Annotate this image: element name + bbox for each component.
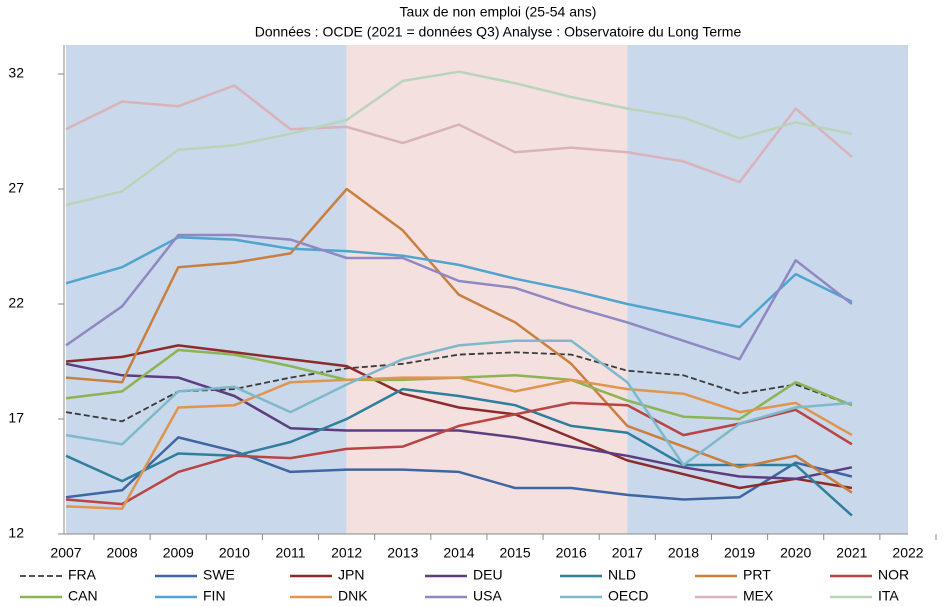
legend-label: PRT	[743, 567, 771, 583]
series-line	[65, 387, 853, 517]
x-tick-label: 2010	[219, 545, 250, 561]
series-line	[65, 376, 853, 510]
legend-label: OECD	[608, 588, 648, 604]
legend-label: MEX	[743, 588, 774, 604]
y-tick-label: 27	[8, 180, 24, 196]
legend-label: JPN	[338, 567, 364, 583]
legend-label: DNK	[338, 588, 368, 604]
x-tick-label: 2014	[443, 545, 474, 561]
legend-label: ITA	[878, 588, 899, 604]
x-tick-label: 2008	[107, 545, 138, 561]
series-line	[65, 344, 853, 490]
legend-label: NLD	[608, 567, 636, 583]
series-line	[65, 70, 853, 207]
y-tick-label: 12	[8, 525, 24, 541]
y-tick-label: 32	[8, 65, 24, 81]
chart-subtitle: Données : OCDE (2021 = données Q3) Analy…	[255, 24, 742, 40]
series-line	[65, 233, 853, 361]
x-tick-label: 2007	[50, 545, 81, 561]
shaded-period	[346, 45, 628, 534]
series-line	[65, 187, 853, 494]
legend-label: FIN	[203, 588, 226, 604]
legend-label: NOR	[878, 567, 909, 583]
series-line	[65, 436, 853, 501]
shaded-period	[66, 45, 347, 534]
x-tick-label: 2016	[556, 545, 587, 561]
x-tick-label: 2018	[668, 545, 699, 561]
x-tick-label: 2013	[387, 545, 418, 561]
y-tick-label: 17	[8, 410, 24, 426]
series-line	[65, 401, 853, 506]
x-tick-label: 2012	[331, 545, 362, 561]
x-tick-label: 2009	[163, 545, 194, 561]
legend-label: CAN	[68, 588, 98, 604]
legend-label: SWE	[203, 567, 235, 583]
legend-label: DEU	[473, 567, 503, 583]
legend-label: FRA	[68, 567, 97, 583]
y-tick-label: 22	[8, 295, 24, 311]
series-line	[65, 84, 853, 184]
x-tick-label: 2020	[780, 545, 811, 561]
legend-label: USA	[473, 588, 502, 604]
x-tick-label: 2019	[724, 545, 755, 561]
series-line	[65, 236, 853, 329]
x-tick-label: 2022	[892, 545, 923, 561]
series-line	[65, 362, 853, 481]
chart-title: Taux de non emploi (25-54 ans)	[400, 4, 597, 20]
x-tick-label: 2015	[499, 545, 530, 561]
x-tick-label: 2017	[612, 545, 643, 561]
series-line	[65, 339, 853, 467]
x-tick-label: 2011	[275, 545, 305, 561]
x-tick-label: 2021	[836, 545, 867, 561]
